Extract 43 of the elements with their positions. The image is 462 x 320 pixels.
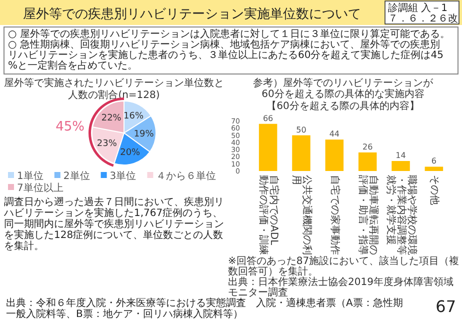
- text: 45%: [56, 120, 84, 135]
- x-tick-label: 公共交通機関の利用: [290, 175, 313, 255]
- data-label: 26: [362, 142, 373, 152]
- text: ※回答のあった87施設において、該当した項目（複数回答可）を集計。: [228, 255, 460, 278]
- x-tick-label: 自宅での家事動作: [328, 175, 341, 255]
- data-label: 44: [329, 130, 340, 139]
- data-label: 50: [296, 125, 306, 134]
- chart-subtitle: 【60分を超える際の具体的内容】: [266, 100, 420, 112]
- text: ７．６．２６改: [388, 14, 458, 24]
- text: ○ 急性期病棟、回復期リハビリテーション病棟、地域包括ケア病棟において、屋外等での疾患別リハビリテーションを実施した患者のうち、３単位以上にあたる60分を超えて実施した症例は45%と一定割合を占めていた。: [8, 38, 444, 72]
- text: 診調組 入－1: [388, 2, 448, 14]
- legend-label: 7単位以上: [17, 182, 64, 194]
- legend-label: 1単位: [17, 170, 44, 182]
- bar: [392, 161, 410, 171]
- bar: [325, 140, 344, 171]
- data-label: 19%: [134, 130, 154, 140]
- text: 67: [436, 297, 456, 316]
- data-label: 20%: [120, 148, 141, 158]
- text: 屋外等での疾患別リハビリテーション実施単位数について: [23, 6, 361, 22]
- bar: [258, 124, 278, 171]
- x-tick-label: 自宅内でのADL動作の評価・訓練: [257, 175, 280, 255]
- legend-label: 2単位: [63, 170, 90, 182]
- chart-title: 参考）屋外等でのリハビリテーションが60分を超える際の具体的な実施内容: [253, 77, 434, 100]
- source-note: 出典：令和６年度入院・外来医療等における実態調査 入院・適棟患者票（A票：急性期一般入院料等、B票：地ケア・回リハ病棟入院料等）: [6, 297, 403, 320]
- data-label: 66: [262, 114, 274, 123]
- legend-label: ４から６単位: [156, 170, 216, 182]
- data-label: 23%: [96, 139, 118, 150]
- bar: [424, 166, 444, 171]
- source-note: 出典：日本作業療法士協会2019年度身体障害領域モニター調査: [228, 276, 454, 298]
- x-tick-label: 職場や学校の環境・作業内容調整等就労・就学支援: [384, 175, 418, 255]
- x-tick-label: その他: [428, 175, 440, 205]
- chart-title: 屋外等で実施されたリハビリテーション単位数と: [4, 77, 224, 89]
- chart-subtitle: 人数の割合(n=128): [68, 89, 160, 101]
- data-label: 22%: [101, 114, 122, 124]
- bar: [358, 152, 377, 171]
- data-label: 16%: [124, 112, 144, 122]
- bar: [292, 135, 310, 171]
- text: ○ 屋外等での疾患別リハビリテーションは入院患者に対して１日に３単位に限り算定可能である。: [8, 28, 450, 40]
- data-label: 14: [396, 151, 406, 160]
- text: 調査日から遡った過去７日間において、疾患別リハビリテーションを実施した1,767症例のうち、同一期間内に屋外等で疾患別リハビリテーションを実施した128症例について、単位数ごとの人数を集計。: [3, 196, 224, 252]
- legend-label: 3単位: [110, 170, 136, 182]
- x-tick-label: 自動車運転再開の評価・助言・指導: [356, 175, 380, 255]
- data-label: 6: [431, 156, 436, 166]
